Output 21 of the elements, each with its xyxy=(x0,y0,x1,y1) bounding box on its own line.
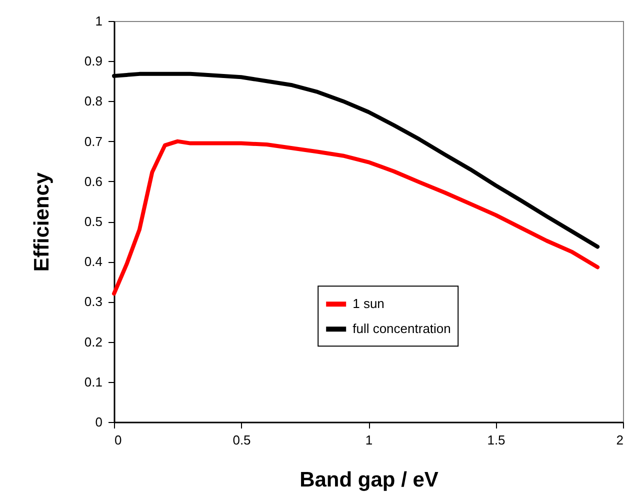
y-tick-label: 0 xyxy=(95,414,102,430)
y-tick-label: 0.9 xyxy=(84,54,102,69)
x-tick-label: 1.5 xyxy=(487,432,506,448)
line-series xyxy=(112,139,600,296)
y-tick-label: 0.6 xyxy=(84,174,102,189)
y-tick-label: 0.1 xyxy=(84,374,102,390)
y-tick-label: 0.5 xyxy=(84,214,102,229)
y-tick-label: 0.4 xyxy=(84,254,102,270)
x-tick-label: 0 xyxy=(114,432,122,448)
x-tick-label: 1 xyxy=(365,432,373,448)
y-tick-label: 0.7 xyxy=(84,134,102,149)
legend-label: 1 sun xyxy=(352,296,384,312)
x-tick-label: 0.5 xyxy=(232,432,251,448)
y-tick-label: 0.2 xyxy=(84,334,102,350)
y-tick-label: 0.8 xyxy=(84,94,102,109)
y-axis-title: Efficiency xyxy=(30,172,54,272)
y-tick-label: 0.3 xyxy=(84,294,102,310)
x-axis-title: Band gap / eV xyxy=(300,468,438,492)
legend-label: full concentration xyxy=(352,321,451,336)
y-tick-label: 1 xyxy=(95,14,102,28)
x-tick-label: 2 xyxy=(616,432,624,448)
